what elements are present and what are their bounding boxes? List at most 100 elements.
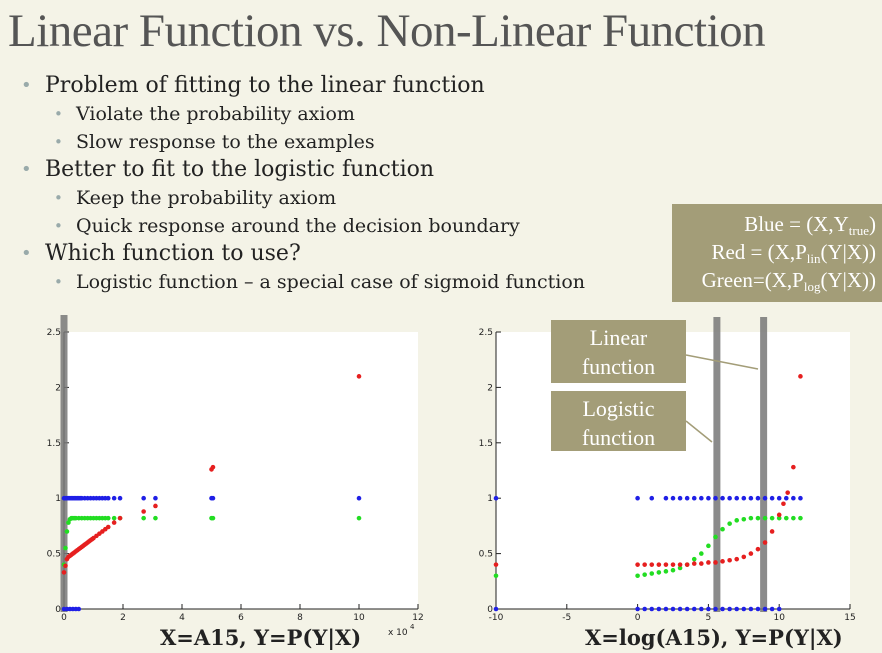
x-multiplier-exponent: 4: [410, 623, 415, 631]
red-point: [691, 561, 697, 566]
plot-left: 00.511.522.50 2 4 6 8 10 12x 104: [47, 315, 424, 638]
red-point: [649, 562, 655, 567]
blue-point: [706, 495, 711, 501]
red-point: [798, 374, 803, 379]
blue-point: [635, 606, 640, 612]
red-point: [635, 562, 640, 567]
y-tick-label: 1: [487, 494, 493, 504]
blue-point: [713, 495, 718, 501]
green-point: [141, 515, 146, 521]
x-caption-right: X=log(A15), Y=P(Y|X): [585, 625, 843, 650]
y-tick-label: 1.5: [47, 439, 61, 449]
blue-point: [105, 495, 111, 501]
legend-red: Red = (X,Plin(Y|X)): [711, 240, 876, 266]
callout-connector: [685, 420, 713, 443]
bullet-list: Problem of fitting to the linear functio…: [18, 72, 585, 296]
blue-point: [748, 495, 754, 501]
green-point: [153, 515, 158, 521]
y-tick-label: 2: [487, 383, 493, 393]
callout-linear-function: Linear function: [551, 320, 686, 383]
green-point: [64, 529, 70, 534]
blue-point: [783, 495, 789, 501]
blue-point: [727, 495, 732, 501]
blue-point: [670, 495, 676, 501]
red-point: [755, 546, 761, 552]
blue-point: [141, 495, 146, 501]
bullet-item: Which function to use?: [18, 240, 585, 268]
green-point: [706, 543, 711, 549]
blue-point: [699, 606, 704, 612]
red-point: [776, 512, 782, 518]
x-tick-label: 4: [179, 613, 185, 623]
green-point: [656, 570, 662, 575]
green-point: [762, 515, 768, 521]
green-point: [791, 515, 796, 521]
blue-point: [776, 495, 782, 501]
green-point: [670, 567, 676, 573]
red-point: [111, 520, 117, 525]
green-point: [783, 515, 789, 521]
green-point: [649, 571, 655, 576]
y-tick-label: 2.5: [479, 328, 493, 338]
green-point: [755, 515, 761, 521]
red-point: [781, 501, 786, 507]
blue-point: [776, 606, 782, 612]
red-point: [656, 562, 662, 567]
blue-point: [762, 606, 768, 612]
y-tick-label: 2: [55, 383, 61, 393]
red-point: [61, 570, 67, 575]
green-point: [642, 572, 647, 577]
blue-point: [356, 495, 362, 501]
blue-point: [727, 606, 732, 612]
blue-point: [748, 606, 754, 612]
blue-point: [769, 495, 775, 501]
green-point: [734, 518, 740, 523]
red-point: [117, 515, 123, 521]
blue-point: [755, 495, 761, 501]
blue-point: [699, 495, 704, 501]
y-tick-label: 0.5: [47, 550, 61, 560]
x-tick-label: 2: [120, 613, 126, 623]
page-title: Linear Function vs. Non-Linear Function: [8, 5, 766, 57]
blue-point: [706, 606, 711, 612]
green-point: [105, 515, 111, 521]
red-point: [699, 561, 704, 566]
blue-point: [734, 606, 740, 612]
red-point: [684, 562, 690, 567]
highlight-bar: [760, 317, 768, 612]
y-tick-label: 2.5: [47, 328, 61, 338]
sub-bullet-item: Quick response around the decision bound…: [18, 212, 585, 240]
blue-point: [713, 606, 718, 612]
green-point: [720, 526, 725, 532]
callout-logistic-function: Logistic function: [551, 391, 686, 451]
blue-point: [493, 495, 499, 501]
y-tick-label: 1: [55, 494, 61, 504]
red-point: [670, 562, 676, 567]
blue-point: [649, 495, 655, 501]
green-point: [677, 565, 683, 571]
red-point: [734, 556, 740, 562]
y-tick-label: 0.5: [479, 550, 493, 560]
red-point: [677, 562, 683, 567]
y-tick-label: 0: [55, 605, 61, 615]
blue-point: [734, 495, 740, 501]
red-point: [741, 554, 747, 560]
blue-point: [755, 606, 761, 612]
blue-point: [642, 606, 647, 612]
sub-bullet-item: Slow response to the examples: [18, 128, 585, 156]
x-tick-label: 10: [773, 613, 785, 623]
green-point: [663, 569, 669, 574]
green-point: [356, 515, 362, 521]
red-point: [720, 559, 725, 564]
red-point: [63, 563, 68, 569]
green-point: [741, 516, 747, 522]
x-tick-label: -5: [562, 613, 571, 623]
blue-point: [720, 495, 725, 501]
red-point: [493, 562, 499, 567]
x-tick-label: 6: [238, 613, 244, 623]
green-point: [713, 534, 718, 540]
red-point: [105, 524, 111, 530]
y-tick-label: 1.5: [479, 439, 493, 449]
blue-point: [649, 606, 655, 612]
blue-point: [76, 606, 82, 612]
